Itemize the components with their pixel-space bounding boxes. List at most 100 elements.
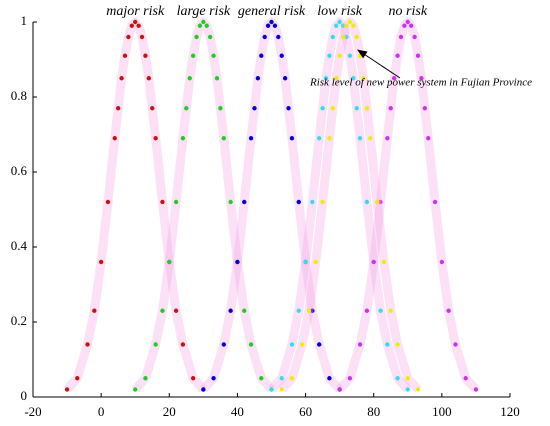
- point: [385, 342, 390, 347]
- point: [269, 387, 274, 392]
- point: [211, 376, 216, 381]
- point: [221, 342, 226, 347]
- point: [385, 136, 390, 141]
- point: [160, 308, 165, 313]
- y-tick-label: 1: [21, 13, 28, 28]
- point: [408, 23, 414, 28]
- point: [221, 136, 226, 141]
- point: [146, 76, 152, 81]
- point: [347, 53, 353, 58]
- point: [194, 34, 199, 40]
- point: [310, 308, 315, 313]
- point: [364, 199, 370, 205]
- point: [180, 136, 186, 141]
- point: [347, 19, 353, 25]
- point: [330, 34, 336, 40]
- point: [323, 76, 329, 81]
- point: [289, 342, 295, 347]
- point: [235, 259, 240, 265]
- point: [398, 34, 404, 40]
- y-tick-label: 0.6: [11, 163, 28, 178]
- point: [119, 76, 124, 81]
- point: [361, 76, 366, 81]
- point: [143, 53, 148, 58]
- series-label: large risk: [177, 4, 231, 19]
- point: [126, 34, 131, 40]
- x-tick-label: 40: [231, 404, 244, 419]
- point: [133, 387, 138, 392]
- point: [184, 106, 189, 111]
- point: [173, 308, 179, 313]
- point: [327, 53, 332, 58]
- point: [190, 53, 196, 58]
- point: [122, 53, 128, 58]
- x-tick-label: 60: [299, 404, 312, 419]
- point: [228, 199, 233, 205]
- point: [313, 259, 318, 265]
- point: [242, 199, 247, 205]
- point: [344, 34, 349, 40]
- point: [272, 23, 278, 28]
- point: [269, 19, 274, 25]
- point: [211, 53, 216, 58]
- series-label: general risk: [238, 4, 306, 19]
- y-tick-label: 0: [21, 388, 28, 403]
- point: [388, 308, 393, 313]
- point: [133, 19, 138, 25]
- point: [334, 23, 339, 28]
- point: [252, 106, 257, 111]
- point: [289, 136, 295, 141]
- point: [354, 106, 359, 111]
- point: [248, 136, 254, 141]
- point: [303, 259, 308, 265]
- point: [371, 259, 376, 265]
- point: [299, 342, 305, 347]
- series-label: major risk: [106, 4, 165, 19]
- point: [354, 34, 359, 40]
- point: [374, 199, 380, 205]
- point: [248, 342, 254, 347]
- point: [381, 259, 387, 265]
- point: [357, 53, 363, 58]
- annotation: Risk level of new power system in Fujian…: [309, 77, 532, 89]
- x-tick-label: 20: [163, 404, 176, 419]
- point: [432, 199, 438, 205]
- point: [320, 106, 325, 111]
- y-tick-label: 0.8: [11, 88, 27, 103]
- point: [167, 259, 172, 265]
- y-tick-label: 0.2: [11, 313, 27, 328]
- point: [153, 342, 158, 347]
- point: [259, 376, 264, 381]
- point: [405, 387, 410, 392]
- point: [327, 136, 332, 141]
- point: [306, 308, 312, 313]
- x-tick-label: -20: [24, 404, 41, 419]
- point: [115, 106, 121, 111]
- point: [327, 376, 332, 381]
- point: [347, 376, 353, 381]
- cloud-halo: [63, 17, 207, 393]
- y-tick-label: 0.4: [11, 238, 28, 253]
- point: [419, 76, 424, 81]
- point: [201, 19, 206, 25]
- point: [64, 387, 70, 392]
- annotation-arrow: [357, 49, 401, 79]
- point: [337, 19, 342, 25]
- point: [129, 23, 135, 28]
- point: [105, 199, 111, 205]
- point: [262, 34, 267, 40]
- point: [402, 23, 407, 28]
- point: [190, 376, 196, 381]
- point: [415, 387, 421, 392]
- point: [279, 376, 284, 381]
- point: [242, 308, 247, 313]
- point: [317, 342, 322, 347]
- point: [201, 387, 206, 392]
- point: [265, 23, 271, 28]
- point: [153, 136, 158, 141]
- point: [279, 387, 284, 392]
- series-label: low risk: [317, 4, 363, 19]
- point: [255, 76, 261, 81]
- point: [340, 34, 346, 40]
- point: [446, 308, 451, 313]
